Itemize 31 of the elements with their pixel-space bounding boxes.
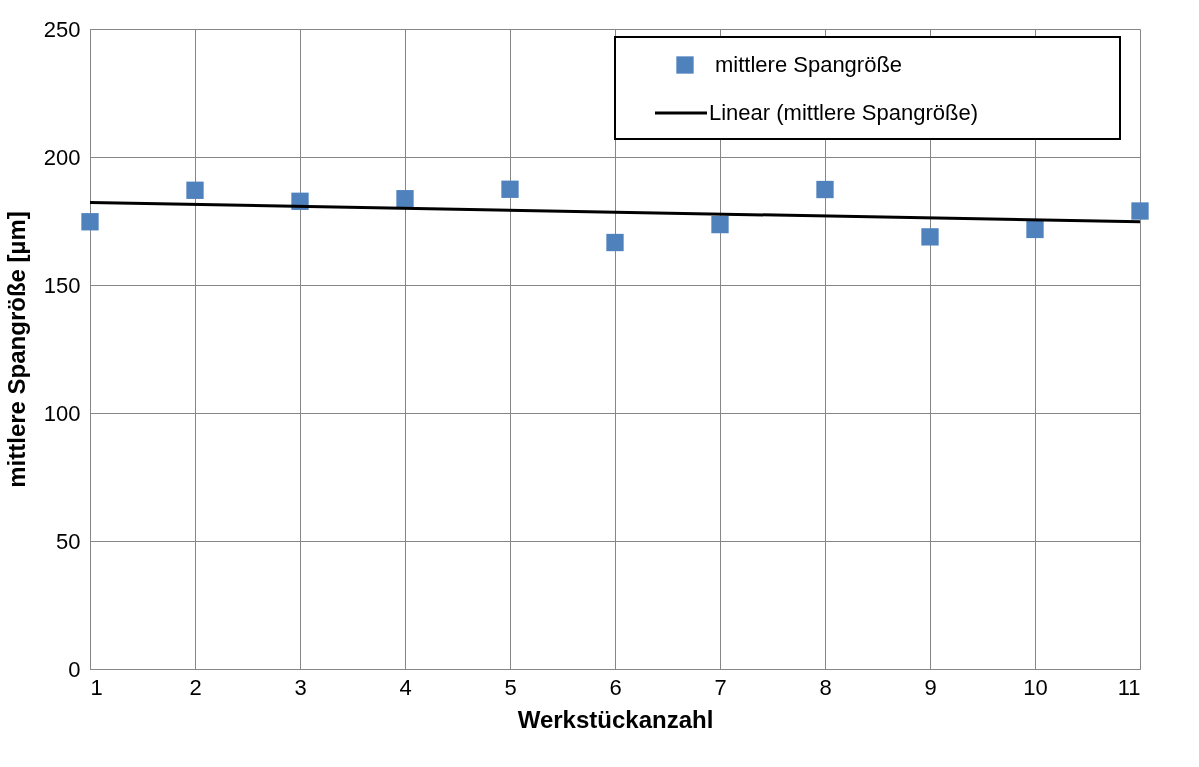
x-tick-label: 9 xyxy=(924,674,937,700)
point xyxy=(396,190,414,208)
x-tick-label: 7 xyxy=(714,674,727,700)
point xyxy=(711,215,729,234)
y-tick-label: 200 xyxy=(43,144,81,170)
y-axis-title: mittlere Spangröße [µm] xyxy=(2,211,30,488)
point xyxy=(186,181,204,199)
x-tick-label: 5 xyxy=(504,674,517,700)
point xyxy=(81,213,99,231)
x-tick-label: 3 xyxy=(294,674,307,700)
x-tick-label: 4 xyxy=(399,674,412,700)
x-tick-label: 2 xyxy=(189,674,202,700)
point xyxy=(1131,202,1149,220)
y-tick-label: 100 xyxy=(43,400,81,426)
x-tick-label: 10 xyxy=(1023,674,1048,700)
y-tick-label: 150 xyxy=(43,272,81,298)
x-tick-label: 1 xyxy=(90,674,103,700)
x-axis-title: Werkstückanzahl xyxy=(517,705,714,733)
point xyxy=(1026,220,1044,239)
x-tick-label: 6 xyxy=(609,674,622,700)
y-tick-label: 50 xyxy=(56,528,81,554)
y-tick-label: 250 xyxy=(43,16,81,42)
y-tick-label: 0 xyxy=(68,656,81,682)
x-tick-label: 8 xyxy=(819,674,832,700)
point xyxy=(606,233,624,252)
point xyxy=(816,180,834,199)
point xyxy=(921,228,939,246)
legend-label: mittlere Spangröße xyxy=(715,52,903,77)
point xyxy=(501,180,519,198)
legend-label: Linear (mittlere Spangröße) xyxy=(709,100,979,125)
x-tick-label: 11 xyxy=(1117,674,1141,700)
